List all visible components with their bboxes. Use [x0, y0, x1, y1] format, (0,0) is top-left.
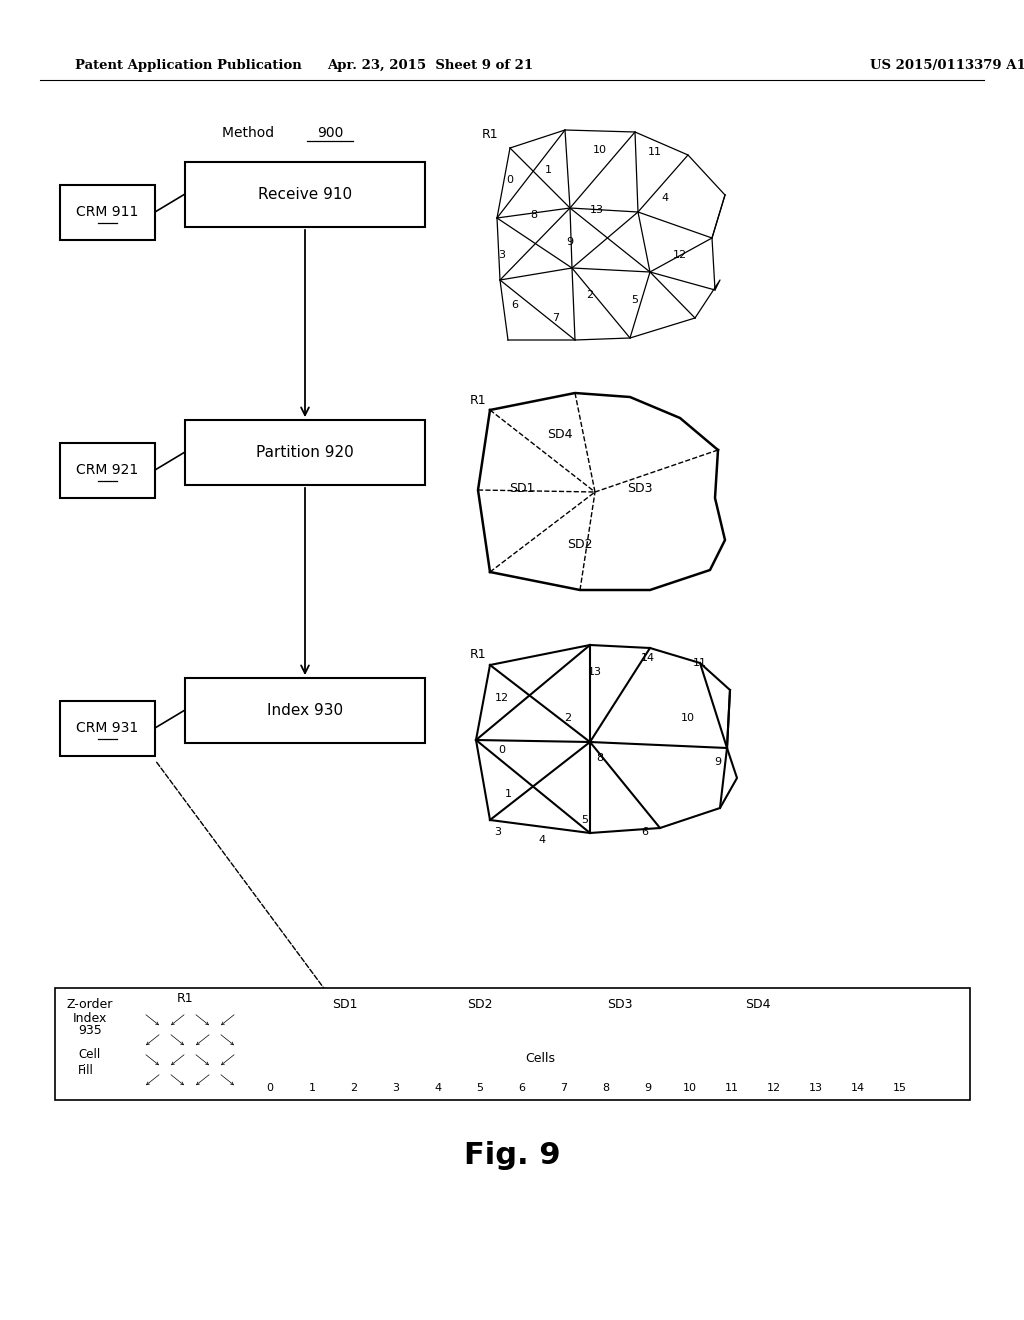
Bar	[60, 444, 155, 498]
Text: 10: 10	[683, 1082, 697, 1093]
Text: SD3: SD3	[628, 482, 652, 495]
Text: 1: 1	[505, 789, 512, 799]
Text: CRM 931: CRM 931	[77, 722, 138, 735]
Text: Partition 920: Partition 920	[256, 445, 354, 459]
Text: 2: 2	[587, 290, 594, 300]
Text: 12: 12	[495, 693, 509, 704]
Text: 1: 1	[545, 165, 552, 176]
Text: 13: 13	[588, 667, 602, 677]
Text: 1: 1	[308, 1082, 315, 1093]
Text: 0: 0	[266, 1082, 273, 1093]
Text: Cell: Cell	[78, 1048, 100, 1061]
Text: 3: 3	[499, 249, 506, 260]
Text: 6: 6	[512, 300, 518, 310]
Text: 13: 13	[809, 1082, 823, 1093]
Text: SD4: SD4	[745, 998, 771, 1011]
Text: US 2015/0113379 A1: US 2015/0113379 A1	[870, 58, 1024, 71]
Text: 2: 2	[564, 713, 571, 723]
Bar	[185, 420, 425, 484]
Bar	[185, 678, 425, 743]
Text: SD1: SD1	[509, 482, 535, 495]
Text: 2: 2	[350, 1082, 357, 1093]
Text: Index 930: Index 930	[267, 704, 343, 718]
Text: 12: 12	[673, 249, 687, 260]
Text: SD4: SD4	[547, 429, 572, 441]
Text: Fill: Fill	[78, 1064, 94, 1077]
Text: CRM 911: CRM 911	[77, 206, 138, 219]
Text: Method: Method	[221, 125, 278, 140]
Text: 3: 3	[392, 1082, 399, 1093]
Text: 4: 4	[662, 193, 669, 203]
Text: R1: R1	[470, 648, 486, 661]
Bar	[185, 162, 425, 227]
Text: 10: 10	[593, 145, 607, 154]
Text: SD1: SD1	[332, 998, 357, 1011]
Text: 900: 900	[316, 125, 343, 140]
Text: 3: 3	[495, 828, 502, 837]
Text: 10: 10	[681, 713, 695, 723]
Text: 8: 8	[602, 1082, 609, 1093]
Text: 8: 8	[596, 752, 603, 763]
Text: 9: 9	[715, 756, 722, 767]
Text: 0: 0	[499, 744, 506, 755]
Text: SD2: SD2	[567, 539, 593, 552]
Text: 14: 14	[641, 653, 655, 663]
Text: 7: 7	[560, 1082, 567, 1093]
Text: 6: 6	[518, 1082, 525, 1093]
Text: 15: 15	[893, 1082, 907, 1093]
Text: 935: 935	[78, 1024, 101, 1038]
Text: Index: Index	[73, 1011, 108, 1024]
Bar	[60, 701, 155, 756]
Text: 14: 14	[851, 1082, 865, 1093]
Text: R1: R1	[481, 128, 499, 141]
Text: Apr. 23, 2015  Sheet 9 of 21: Apr. 23, 2015 Sheet 9 of 21	[327, 58, 534, 71]
Text: 9: 9	[566, 238, 573, 247]
Text: Z-order: Z-order	[67, 998, 114, 1011]
Text: 12: 12	[767, 1082, 781, 1093]
Text: 4: 4	[434, 1082, 441, 1093]
Text: Receive 910: Receive 910	[258, 187, 352, 202]
Text: R1: R1	[177, 991, 194, 1005]
Text: Patent Application Publication: Patent Application Publication	[75, 58, 302, 71]
Text: SD3: SD3	[607, 998, 633, 1011]
Text: 0: 0	[507, 176, 513, 185]
Text: R1: R1	[470, 393, 486, 407]
Text: Cells: Cells	[525, 1052, 555, 1064]
Text: 7: 7	[552, 313, 559, 323]
Text: 5: 5	[632, 294, 639, 305]
Bar	[60, 185, 155, 240]
Text: 4: 4	[539, 836, 546, 845]
Text: 11: 11	[648, 147, 662, 157]
Text: 11: 11	[693, 657, 707, 668]
Text: 5: 5	[476, 1082, 483, 1093]
Text: 11: 11	[725, 1082, 739, 1093]
Text: 8: 8	[530, 210, 538, 220]
Text: 6: 6	[641, 828, 648, 837]
Text: 13: 13	[590, 205, 604, 215]
Text: SD2: SD2	[467, 998, 493, 1011]
Text: Fig. 9: Fig. 9	[464, 1140, 560, 1170]
Bar	[55, 987, 970, 1100]
Text: 5: 5	[582, 814, 589, 825]
Text: CRM 921: CRM 921	[77, 463, 138, 478]
Text: 9: 9	[644, 1082, 651, 1093]
